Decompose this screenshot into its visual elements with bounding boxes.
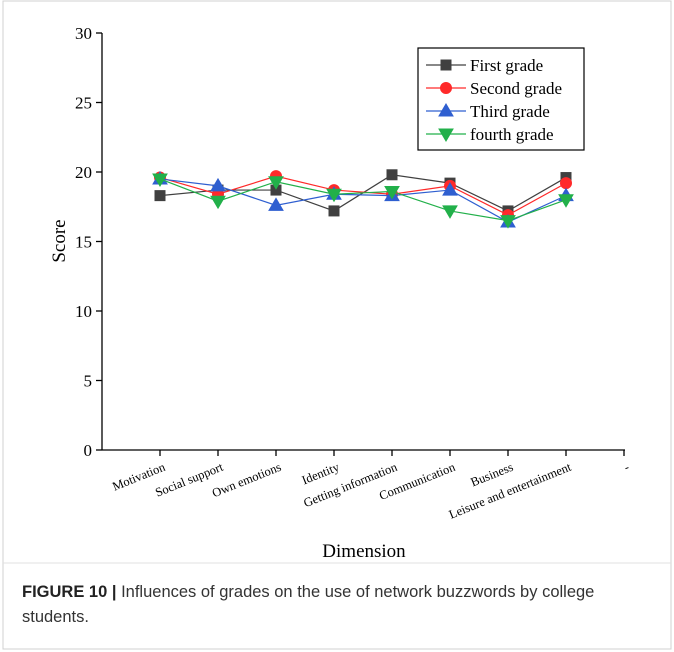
y-tick-label: 20 [75,163,92,182]
marker [154,190,166,202]
legend-label: fourth grade [470,125,554,144]
series-line [159,178,567,223]
marker [438,128,454,142]
marker [560,177,572,190]
x-tick-label: - [622,460,631,475]
marker [210,195,226,210]
y-tick-label: 30 [75,24,92,43]
series-line [159,178,567,222]
marker [268,176,284,190]
legend: First grade Second grade Third grade fourth… [417,47,585,151]
y-tick-label: 5 [84,372,93,391]
marker [152,173,168,187]
y-tick-label: 0 [84,441,93,460]
y-tick-label: 10 [75,302,92,321]
y-tick-label: 15 [75,233,92,252]
caption: FIGURE 10 | Influences of grades on the … [22,580,642,630]
marker [328,205,340,217]
legend-label: First grade [470,56,543,75]
legend-label: Third grade [470,102,550,121]
marker [386,169,398,181]
marker [268,197,284,211]
y-axis-label: Score [49,219,70,262]
marker [500,215,516,229]
marker [438,103,454,117]
caption-text: Influences of grades on the use of netwo… [22,583,595,626]
marker [442,205,458,219]
marker [384,185,400,200]
x-axis-label: Dimension [322,541,406,562]
legend-label: Second grade [470,79,562,98]
marker [440,59,452,71]
marker [558,194,574,208]
marker [440,82,452,94]
marker [210,177,226,192]
series-line [159,175,567,216]
y-tick-label: 25 [75,94,92,113]
caption-label: FIGURE 10 | [22,583,117,601]
marker [442,182,458,196]
marker [326,188,342,203]
